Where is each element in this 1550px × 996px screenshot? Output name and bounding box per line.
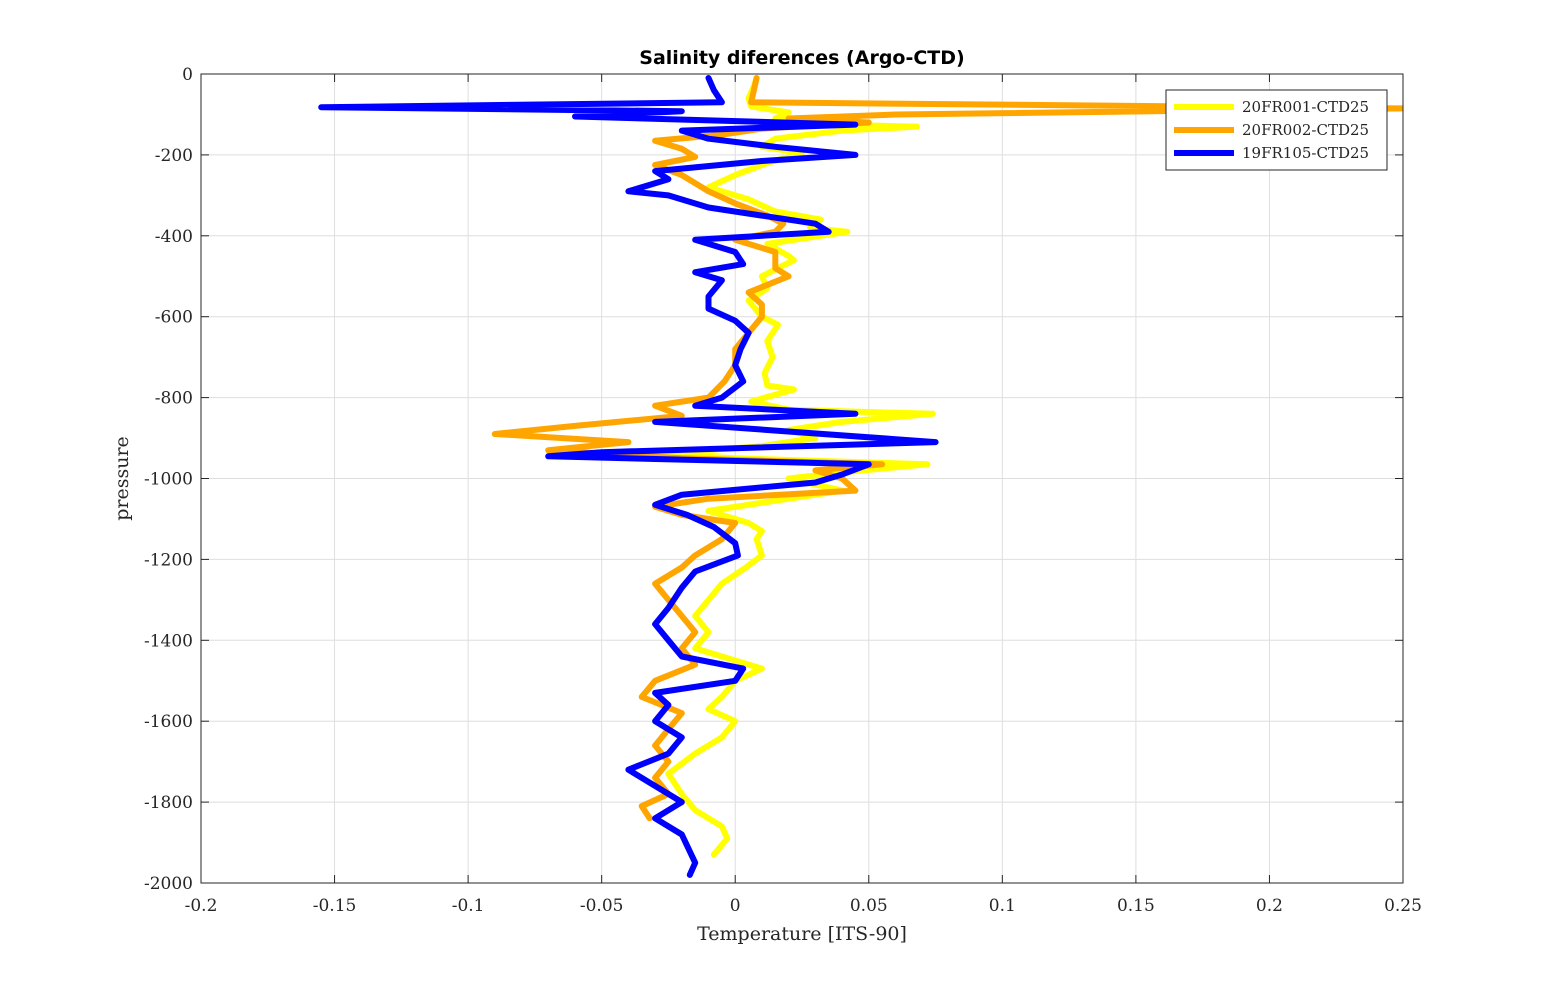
y-tick-label: -1400 xyxy=(144,631,193,651)
x-tick-label: 0.25 xyxy=(1384,896,1422,916)
y-tick-label: -1600 xyxy=(144,712,193,732)
legend-label-2: 20FR002-CTD25 xyxy=(1242,121,1369,139)
y-tick-label: -2000 xyxy=(144,874,193,894)
x-tick-label: -0.1 xyxy=(452,896,485,916)
series-group xyxy=(318,75,1403,878)
y-tick-label: -1800 xyxy=(144,793,193,813)
x-tick-label: -0.15 xyxy=(313,896,357,916)
legend-entries: 20FR001-CTD25 20FR002-CTD25 19FR105-CTD25 xyxy=(1174,98,1369,162)
y-tick-label: -1000 xyxy=(144,470,193,490)
y-tick-label: -200 xyxy=(155,146,193,166)
y-tick-label: -800 xyxy=(155,389,193,409)
y-tick-labels: 0 -200 -400 -600 -800 -1000 -1200 -1400 -1600 -18… xyxy=(144,65,193,894)
x-tick-label: 0.05 xyxy=(850,896,888,916)
x-tick-label: 0.1 xyxy=(989,896,1016,916)
legend: 20FR001-CTD25 20FR002-CTD25 19FR105-CTD25 xyxy=(1165,89,1388,171)
legend-label-3: 19FR105-CTD25 xyxy=(1242,144,1369,162)
legend-label-1: 20FR001-CTD25 xyxy=(1242,98,1369,116)
series-line-2 xyxy=(491,75,1403,822)
x-tick-label: 0.2 xyxy=(1256,896,1283,916)
series-line-3 xyxy=(318,75,939,878)
y-tick-label: -600 xyxy=(155,308,193,328)
x-tick-label: 0 xyxy=(730,896,741,916)
tick-marks xyxy=(200,73,1404,884)
y-tick-label: -400 xyxy=(155,227,193,247)
x-tick-label: -0.05 xyxy=(580,896,624,916)
x-tick-labels: -0.2 -0.15 -0.1 -0.05 0 0.05 0.1 0.15 0.2 0.25 xyxy=(185,896,1422,916)
x-axis-label: Temperature [ITS-90] xyxy=(697,923,907,945)
x-tick-label: 0.15 xyxy=(1117,896,1155,916)
y-tick-label: -1200 xyxy=(144,550,193,570)
y-axis-label: pressure xyxy=(111,436,133,521)
y-tick-label: 0 xyxy=(182,65,193,85)
chart-title: Salinity diferences (Argo-CTD) xyxy=(639,47,964,69)
x-tick-label: -0.2 xyxy=(185,896,218,916)
